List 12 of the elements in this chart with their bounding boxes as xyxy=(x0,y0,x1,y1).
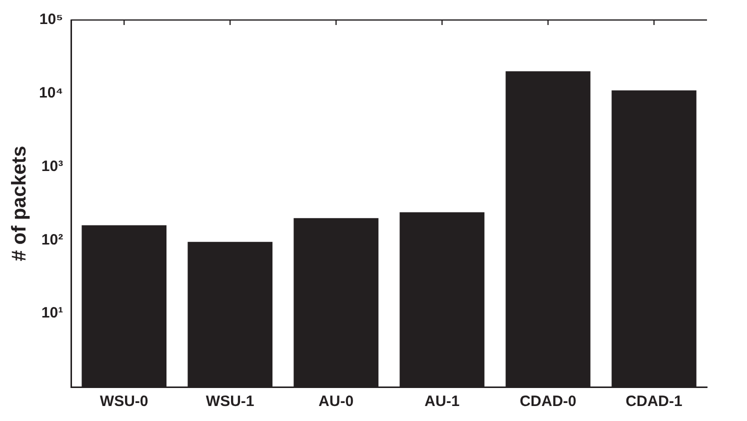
x-tick-label: CDAD-1 xyxy=(626,393,682,410)
y-tick-label: 10³ xyxy=(41,158,64,175)
x-tick-label: AU-0 xyxy=(318,393,354,410)
x-tick-label: AU-1 xyxy=(424,393,460,410)
x-tick-label: WSU-1 xyxy=(206,393,254,410)
x-tick-label: CDAD-0 xyxy=(520,393,576,410)
y-axis-title: # of packets xyxy=(8,146,31,262)
y-tick-label: 10¹ xyxy=(41,304,64,322)
y-tick-label: 10² xyxy=(41,231,64,248)
x-tick-label: WSU-0 xyxy=(100,393,148,410)
y-tick-label: 10⁴ xyxy=(38,84,64,102)
y-tick-label: 10⁵ xyxy=(39,11,64,28)
